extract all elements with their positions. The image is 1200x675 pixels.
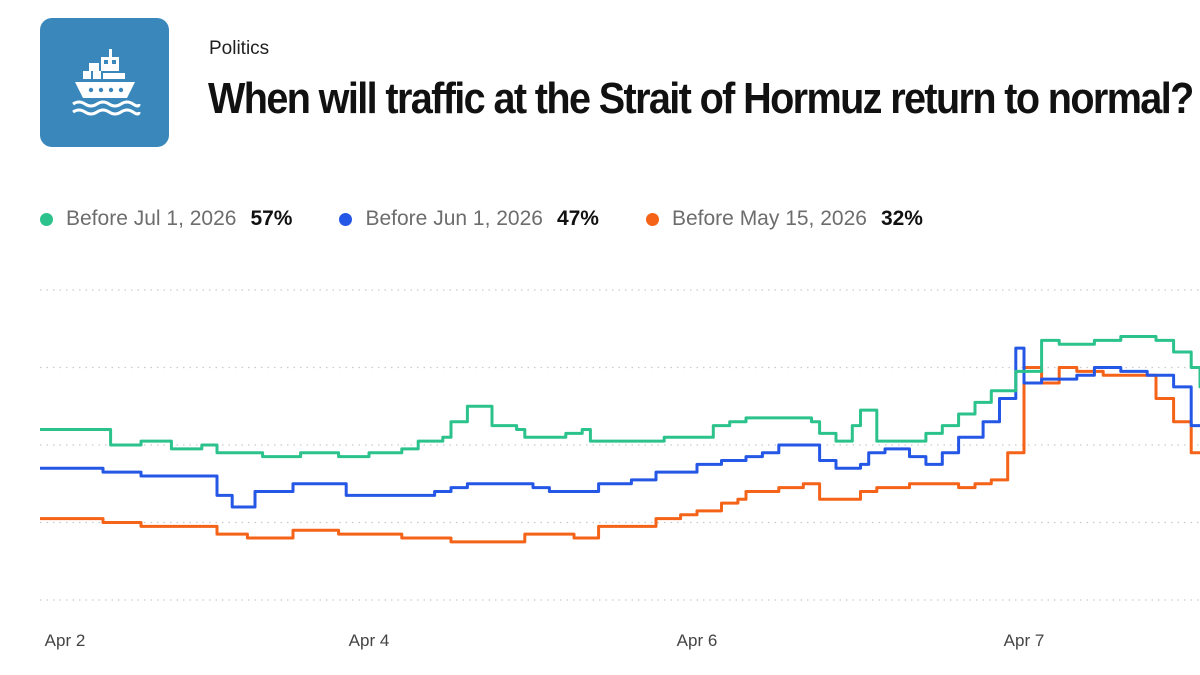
x-tick-label: Apr 4: [349, 631, 390, 650]
legend-label-jun: Before Jun 1, 2026: [365, 207, 543, 230]
legend-label-jul: Before Jul 1, 2026: [66, 207, 237, 230]
x-tick-label: Apr 7: [1004, 631, 1045, 650]
legend-label-may: Before May 15, 2026: [671, 207, 867, 230]
market-category[interactable]: Politics: [209, 38, 270, 59]
legend-item-may[interactable]: Before May 15, 2026 32%: [645, 207, 923, 231]
legend-dot-may: [645, 212, 659, 226]
x-tick-label: Apr 6: [677, 631, 718, 650]
x-tick-label: Apr 2: [45, 631, 86, 650]
series-line-0[interactable]: [40, 335, 1200, 459]
legend-value-jul: 57%: [250, 207, 293, 230]
legend-value-jun: 47%: [556, 207, 599, 230]
series-line-2[interactable]: [40, 366, 1200, 544]
chart-grid: [40, 289, 1200, 601]
legend-dot-jun: [339, 212, 353, 226]
legend-dot-jul: [40, 212, 53, 226]
cargo-ship-icon: [71, 48, 140, 115]
market-logo: [40, 18, 169, 147]
chart-series: [40, 335, 1200, 544]
x-axis-ticks: Apr 2 Apr 4 Apr 6 Apr 7: [45, 631, 1045, 650]
legend-item-jun[interactable]: Before Jun 1, 2026 47%: [339, 207, 599, 231]
page-title: When will traffic at the Strait of Hormu…: [208, 74, 1194, 123]
legend-item-jul[interactable]: Before Jul 1, 2026 57%: [40, 207, 292, 231]
legend-value-may: 32%: [880, 207, 923, 230]
series-line-1[interactable]: [40, 346, 1200, 509]
chart-legend: Before Jul 1, 2026 57% Before Jun 1, 202…: [40, 207, 923, 231]
